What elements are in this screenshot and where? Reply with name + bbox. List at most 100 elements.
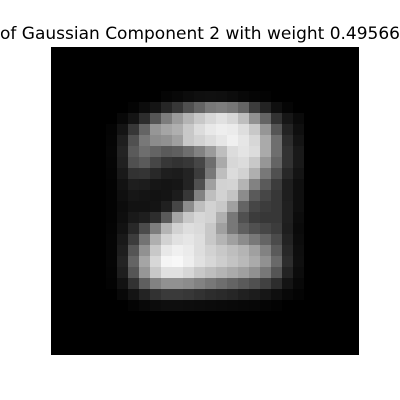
heatmap-cell-r27-c18 [249,344,261,355]
heatmap-cell-r11-c25 [326,168,338,180]
heatmap-cell-r12-c1 [62,179,74,191]
heatmap-cell-r23-c16 [227,300,239,312]
heatmap-cell-r7-c25 [326,124,338,136]
heatmap-cell-r6-c5 [106,113,118,125]
heatmap-cell-r18-c7 [128,245,140,257]
heatmap-cell-r6-c19 [260,113,272,125]
heatmap-cell-r4-c14 [205,91,217,103]
heatmap-cell-r24-c4 [95,311,107,323]
heatmap-cell-r20-c26 [337,267,349,279]
heatmap-cell-r24-c21 [282,311,294,323]
heatmap-cell-r9-c15 [216,146,228,158]
heatmap-cell-r24-c12 [183,311,195,323]
heatmap-cell-r18-c21 [282,245,294,257]
heatmap-cell-r10-c15 [216,157,228,169]
heatmap-cell-r17-c3 [84,234,96,246]
heatmap-cell-r20-c9 [150,267,162,279]
heatmap-cell-r23-c15 [216,300,228,312]
heatmap-cell-r15-c8 [139,212,151,224]
heatmap-cell-r7-c5 [106,124,118,136]
heatmap-cell-r6-c26 [337,113,349,125]
heatmap-cell-r5-c17 [238,102,250,114]
heatmap-cell-r27-c24 [315,344,327,355]
heatmap-cell-r16-c1 [62,223,74,235]
heatmap-cell-r24-c18 [249,311,261,323]
heatmap-cell-r13-c26 [337,190,349,202]
heatmap-cell-r16-c16 [227,223,239,235]
heatmap-cell-r0-c11 [172,47,184,59]
heatmap-cell-r20-c1 [62,267,74,279]
heatmap-cell-r15-c15 [216,212,228,224]
heatmap-cell-r3-c10 [161,80,173,92]
heatmap-cell-r26-c13 [194,333,206,345]
heatmap-cell-r25-c17 [238,322,250,334]
heatmap-cell-r9-c2 [73,146,85,158]
heatmap-cell-r17-c17 [238,234,250,246]
heatmap-cell-r8-c6 [117,135,129,147]
heatmap-cell-r26-c27 [348,333,359,345]
heatmap-cell-r16-c18 [249,223,261,235]
heatmap-cell-r24-c15 [216,311,228,323]
heatmap-cell-r22-c7 [128,289,140,301]
heatmap-cell-r20-c2 [73,267,85,279]
heatmap-cell-r5-c13 [194,102,206,114]
heatmap-cell-r8-c18 [249,135,261,147]
heatmap-cell-r2-c22 [293,69,305,81]
heatmap-cell-r22-c0 [51,289,63,301]
heatmap-cell-r8-c21 [282,135,294,147]
heatmap-cell-r16-c12 [183,223,195,235]
heatmap-cell-r8-c19 [260,135,272,147]
heatmap-cell-r23-c1 [62,300,74,312]
heatmap-cell-r11-c3 [84,168,96,180]
heatmap-cell-r13-c13 [194,190,206,202]
heatmap-cell-r5-c24 [315,102,327,114]
heatmap-cell-r0-c16 [227,47,239,59]
heatmap-cell-r8-c22 [293,135,305,147]
heatmap-cell-r17-c18 [249,234,261,246]
heatmap-cell-r10-c22 [293,157,305,169]
heatmap-cell-r11-c17 [238,168,250,180]
heatmap-cell-r2-c6 [117,69,129,81]
heatmap-cell-r8-c12 [183,135,195,147]
heatmap-cell-r18-c12 [183,245,195,257]
heatmap-cell-r19-c7 [128,256,140,268]
heatmap-cell-r12-c9 [150,179,162,191]
heatmap-cell-r23-c2 [73,300,85,312]
heatmap-cell-r10-c9 [150,157,162,169]
heatmap-cell-r20-c7 [128,267,140,279]
heatmap-cell-r19-c15 [216,256,228,268]
heatmap-cell-r4-c9 [150,91,162,103]
heatmap-cell-r18-c23 [304,245,316,257]
heatmap-cell-r18-c16 [227,245,239,257]
heatmap-cell-r27-c20 [271,344,283,355]
heatmap-cell-r27-c2 [73,344,85,355]
heatmap-cell-r14-c12 [183,201,195,213]
heatmap-cell-r22-c11 [172,289,184,301]
heatmap-cell-r21-c11 [172,278,184,290]
heatmap-cell-r9-c8 [139,146,151,158]
heatmap-cell-r8-c3 [84,135,96,147]
heatmap-cell-r7-c11 [172,124,184,136]
heatmap-cell-r16-c21 [282,223,294,235]
heatmap-cell-r0-c3 [84,47,96,59]
heatmap-cell-r26-c11 [172,333,184,345]
heatmap-cell-r17-c20 [271,234,283,246]
heatmap-cell-r14-c24 [315,201,327,213]
heatmap-cell-r5-c5 [106,102,118,114]
heatmap-cell-r16-c15 [216,223,228,235]
heatmap-cell-r22-c5 [106,289,118,301]
heatmap-cell-r22-c13 [194,289,206,301]
heatmap-cell-r17-c9 [150,234,162,246]
heatmap-cell-r15-c22 [293,212,305,224]
heatmap-cell-r8-c15 [216,135,228,147]
heatmap-cell-r3-c9 [150,80,162,92]
heatmap-cell-r1-c19 [260,58,272,70]
heatmap-cell-r18-c24 [315,245,327,257]
heatmap-cell-r5-c2 [73,102,85,114]
heatmap-cell-r2-c13 [194,69,206,81]
heatmap-cell-r23-c20 [271,300,283,312]
heatmap-cell-r15-c27 [348,212,359,224]
heatmap-cell-r6-c17 [238,113,250,125]
heatmap-cell-r4-c24 [315,91,327,103]
heatmap-cell-r26-c19 [260,333,272,345]
